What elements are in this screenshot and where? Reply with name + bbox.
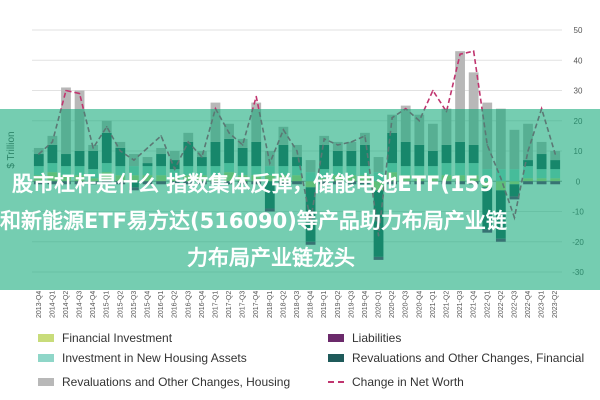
x-tick-label: 2014-Q2 [63,291,70,318]
legend-label: Liabilities [352,331,402,345]
x-tick-label: 2022-Q1 [484,291,491,318]
legend-item: Investment in New Housing Assets [38,348,247,368]
legend-label: Revaluations and Other Changes, Housing [62,375,291,389]
x-tick-label: 2019-Q3 [348,291,355,318]
legend-color-swatch [328,334,344,342]
net-worth-point [78,92,81,95]
x-tick-label: 2023-Q1 [539,291,546,318]
legend-item: Liabilities [328,328,401,348]
legend-item: Financial Investment [38,328,172,348]
x-tick-label: 2020-Q3 [403,291,410,318]
x-tick-label: 2022-Q2 [498,291,505,318]
x-tick-label: 2023-Q2 [552,291,559,318]
legend-label: Change in Net Worth [352,375,464,389]
x-tick-label: 2015-Q1 [104,291,111,318]
legend-color-swatch [328,354,344,362]
bar-segment [468,72,479,145]
net-worth-point [472,50,475,52]
x-tick-label: 2018-Q4 [308,291,315,318]
x-tick-label: 2014-Q3 [77,291,84,318]
x-tick-label: 2019-Q2 [335,291,342,318]
x-tick-label: 2017-Q1 [212,291,219,318]
legend-item: Change in Net Worth [328,372,464,392]
x-tick-label: 2016-Q1 [158,291,165,318]
headline-line-2: 和新能源ETF易方达(516090)等产品助力布局产业链 [0,209,507,233]
x-tick-label: 2017-Q2 [226,291,233,318]
legend-label: Revaluations and Other Changes, Financia… [352,351,585,365]
x-tick-label: 2015-Q2 [117,291,124,318]
legend-label: Investment in New Housing Assets [62,351,247,365]
x-tick-label: 2016-Q2 [172,291,179,318]
headline-banner: 股市杠杆是什么 指数集体反弹，储能电池ETF(159 和新能源ETF易方达(51… [0,109,600,290]
legend-color-swatch [38,378,54,386]
x-tick-label: 2020-Q1 [376,291,383,318]
legend-color-swatch [38,354,54,362]
y-tick-label: 40 [574,56,583,65]
legend-color-swatch [38,334,54,342]
x-tick-label: 2018-Q1 [267,291,274,318]
legend-item: Revaluations and Other Changes, Financia… [328,348,584,368]
bar-segment [455,51,465,142]
x-tick-label: 2020-Q4 [416,291,423,318]
x-tick-label: 2014-Q4 [90,291,97,318]
net-worth-point [255,95,258,98]
headline-line-1: 股市杠杆是什么 指数集体反弹，储能电池ETF(159 [12,172,494,196]
x-tick-label: 2015-Q3 [131,291,138,318]
x-tick-label: 2019-Q4 [362,291,369,318]
x-tick-label: 2022-Q4 [525,291,532,318]
legend-line-swatch [328,381,344,383]
x-tick-label: 2021-Q1 [430,291,437,318]
net-worth-point [459,53,461,55]
x-tick-label: 2020-Q2 [389,291,396,318]
headline-line-3: 力布局产业链龙头 [187,246,355,270]
x-tick-label: 2014-Q1 [49,291,56,318]
chart-legend: Financial Investment Liabilities Investmen… [38,328,598,398]
x-tick-label: 2022-Q3 [511,291,518,318]
y-tick-label: 50 [574,26,583,35]
x-tick-label: 2013-Q4 [36,291,43,318]
x-tick-label: 2015-Q4 [145,291,152,318]
y-tick-label: 30 [574,87,583,96]
x-tick-label: 2017-Q3 [240,291,247,318]
x-tick-label: 2019-Q1 [321,291,328,318]
x-tick-label: 2021-Q3 [457,291,464,318]
net-worth-point [432,89,434,92]
legend-item: Revaluations and Other Changes, Housing [38,372,290,392]
headline-text: 股市杠杆是什么 指数集体反弹，储能电池ETF(159 和新能源ETF易方达(51… [0,166,600,277]
x-tick-label: 2021-Q4 [471,291,478,318]
x-tick-label: 2016-Q4 [199,291,206,318]
x-tick-label: 2018-Q3 [294,291,301,318]
x-tick-label: 2017-Q4 [253,291,260,318]
net-worth-point [65,89,67,92]
x-tick-label: 2021-Q2 [443,291,450,318]
x-tick-label: 2018-Q2 [280,291,287,318]
legend-label: Financial Investment [62,331,173,345]
x-tick-label: 2016-Q3 [185,291,192,318]
